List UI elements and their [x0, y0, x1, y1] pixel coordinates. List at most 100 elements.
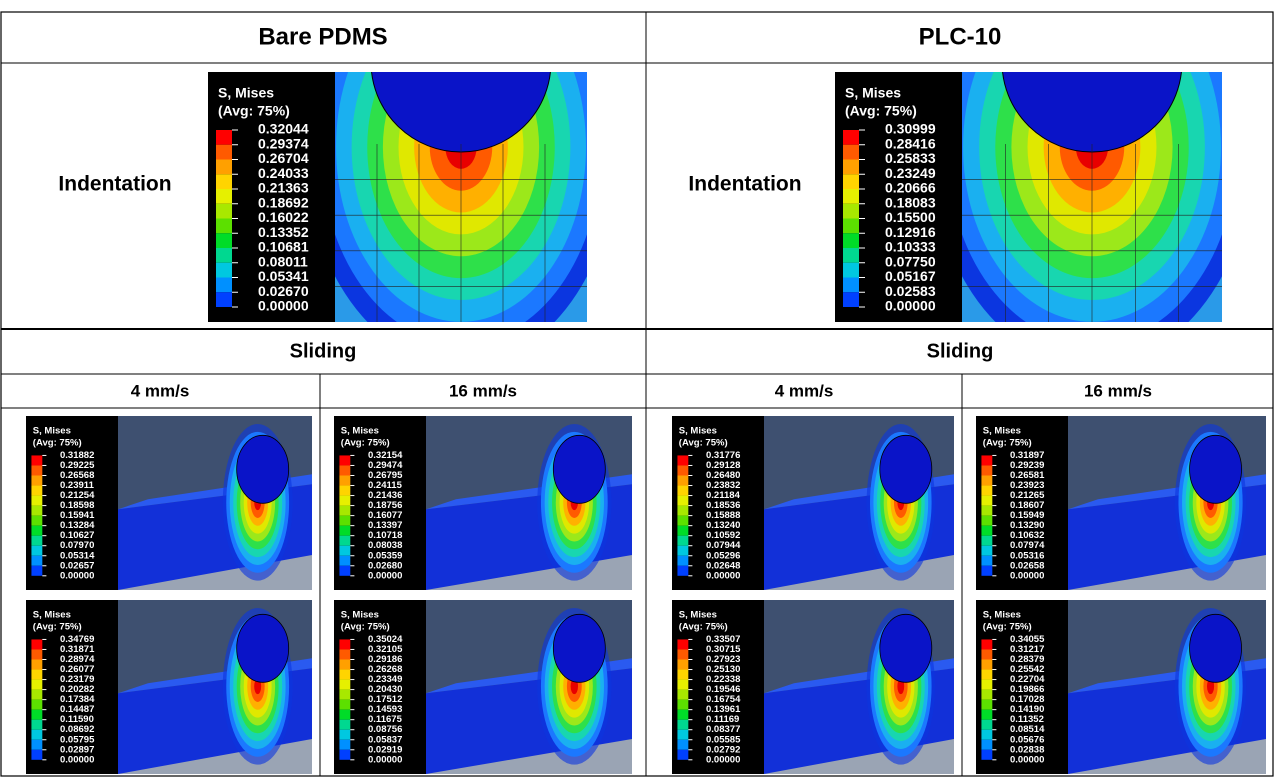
legend-value: 0.23249 — [885, 165, 936, 181]
legend-value: 0.13284 — [60, 520, 95, 531]
legend-swatch — [981, 699, 993, 710]
legend-swatch — [677, 679, 689, 690]
legend-value: 0.29225 — [60, 460, 95, 471]
legend-swatch — [677, 475, 689, 486]
legend-swatch — [31, 475, 43, 486]
legend-swatch — [981, 749, 993, 760]
legend-swatch — [981, 455, 993, 466]
legend-value: 0.18598 — [60, 500, 94, 511]
legend-swatch — [31, 699, 43, 710]
legend-swatch — [843, 218, 859, 234]
section-title: Sliding — [927, 340, 994, 362]
legend-swatch — [339, 689, 351, 700]
legend-swatch — [339, 545, 351, 556]
legend-value: 0.21184 — [706, 490, 741, 501]
legend-swatch — [981, 495, 993, 506]
legend-value: 0.21436 — [368, 490, 402, 501]
legend-value: 0.13352 — [258, 224, 309, 240]
legend-swatch — [31, 525, 43, 536]
legend-value: 0.00000 — [60, 570, 94, 581]
legend-swatch — [677, 739, 689, 750]
legend-value: 0.29186 — [368, 654, 402, 665]
legend-swatch — [981, 639, 993, 650]
legend-swatch — [31, 729, 43, 740]
legend-swatch — [677, 485, 689, 496]
legend-title: S, Mises — [845, 85, 901, 101]
legend-swatch — [31, 505, 43, 516]
legend-swatch — [981, 545, 993, 556]
legend-value: 0.08011 — [258, 253, 308, 269]
indentation-image — [962, 72, 1222, 322]
sliding-image — [426, 416, 632, 590]
legend-value: 0.02658 — [1010, 560, 1044, 571]
legend-swatch — [339, 659, 351, 670]
legend-value: 0.02897 — [60, 744, 94, 755]
sliding-field — [426, 600, 632, 774]
legend-value: 0.29128 — [706, 460, 740, 471]
legend-swatch — [981, 719, 993, 730]
legend-swatch — [31, 749, 43, 760]
legend-swatch — [31, 495, 43, 506]
legend-value: 0.34769 — [60, 634, 94, 645]
legend-value: 0.08692 — [60, 724, 94, 735]
legend-value: 0.26795 — [368, 470, 403, 481]
legend-title: S, Mises — [983, 609, 1021, 620]
sliding-image — [118, 416, 312, 590]
legend-swatch — [31, 689, 43, 700]
legend-swatch — [339, 669, 351, 680]
legend-value: 0.23911 — [60, 480, 95, 491]
legend-swatch — [339, 535, 351, 546]
legend-value: 0.08377 — [706, 724, 740, 735]
legend-value: 0.23832 — [706, 480, 740, 491]
legend-swatch — [339, 649, 351, 660]
legend-subtitle: (Avg: 75%) — [679, 622, 728, 633]
legend-swatch — [843, 159, 859, 175]
sliding-image — [764, 416, 954, 590]
legend-swatch — [339, 739, 351, 750]
legend-value: 0.28974 — [60, 654, 95, 665]
legend-swatch — [31, 649, 43, 660]
indenter — [1189, 613, 1242, 683]
legend-value: 0.10592 — [706, 530, 740, 541]
legend-value: 0.26581 — [1010, 470, 1045, 481]
legend-swatch — [677, 505, 689, 516]
legend-swatch — [339, 679, 351, 690]
legend-swatch — [981, 515, 993, 526]
legend-swatch — [339, 465, 351, 476]
legend-subtitle: (Avg: 75%) — [341, 438, 390, 449]
legend-swatch — [843, 233, 859, 248]
legend-value: 0.22704 — [1010, 674, 1045, 685]
legend-value: 0.28379 — [1010, 654, 1044, 665]
legend-swatch — [216, 159, 232, 175]
indenter — [236, 434, 290, 504]
legend-value: 0.18083 — [885, 194, 936, 210]
legend-swatch — [31, 679, 43, 690]
legend-swatch — [31, 465, 43, 476]
legend-swatch — [677, 535, 689, 546]
legend-value: 0.27923 — [706, 654, 740, 665]
legend-value: 0.00000 — [1010, 754, 1044, 765]
legend-swatch — [339, 719, 351, 730]
legend-value: 0.02670 — [258, 283, 309, 299]
legend-swatch — [31, 669, 43, 680]
legend-value: 0.15500 — [885, 209, 936, 225]
legend-swatch — [31, 545, 43, 556]
indenter — [552, 434, 606, 504]
indenter — [879, 613, 933, 683]
legend-swatch — [843, 174, 859, 189]
legend-value: 0.08038 — [368, 540, 402, 551]
legend-swatch — [981, 689, 993, 700]
legend-swatch — [31, 739, 43, 750]
legend-swatch — [216, 248, 232, 263]
legend-swatch — [677, 719, 689, 730]
legend-swatch — [677, 659, 689, 670]
legend-swatch — [981, 475, 993, 486]
legend-value: 0.00000 — [258, 298, 309, 314]
legend-value: 0.26568 — [60, 470, 94, 481]
legend-swatch — [981, 565, 993, 576]
legend-swatch — [677, 649, 689, 660]
legend-value: 0.05341 — [258, 268, 309, 284]
legend-swatch — [216, 233, 232, 248]
legend-swatch — [981, 555, 993, 566]
legend-value: 0.35024 — [368, 634, 403, 645]
